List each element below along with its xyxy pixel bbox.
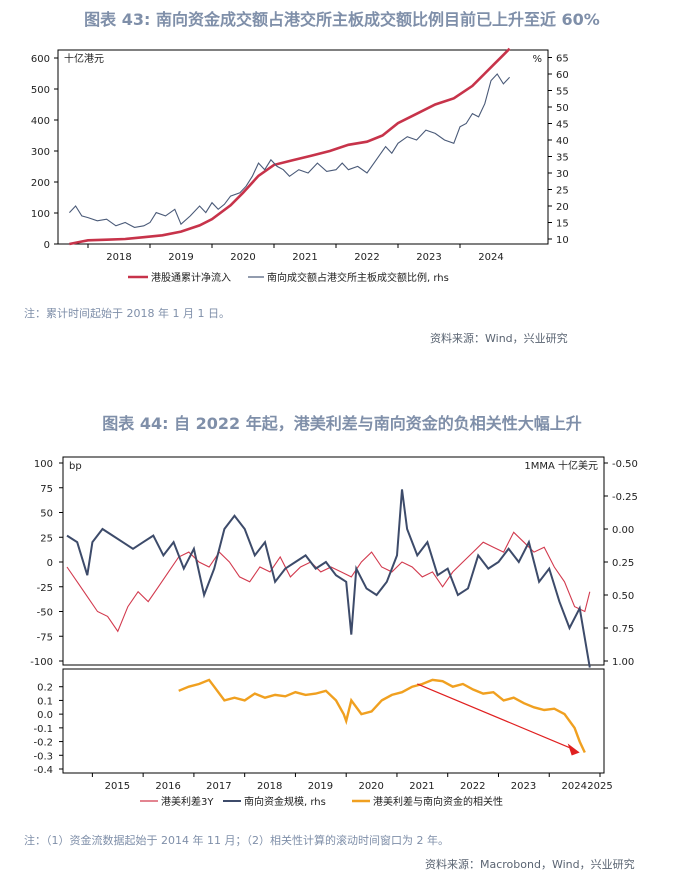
chart2-top-right-tick-label: -0.25 [612,492,638,503]
chart1-x-tick-label: 2019 [168,252,193,263]
chart2-top-left-tick-label: -75 [37,632,53,643]
chart2-top-right-tick-label: 0.25 [612,558,634,569]
chart2-legend-label-1: 南向资金规模, rhs [244,795,326,808]
chart2-series-line-0 [66,531,591,633]
chart2-bottom-frame [62,668,605,774]
chart2-x-tick-label: 2019 [308,781,333,792]
chart1-series-line-0 [69,47,511,246]
chart1-right-tick-label: 45 [556,120,569,131]
chart2-top-right-tick-label: 0.50 [612,591,634,602]
chart2-x-tick-label: 2025 [587,781,612,792]
chart1-x-tick-label: 2022 [354,252,379,263]
chart1-right-tick-label: 15 [556,219,569,230]
chart2-series-line-2 [178,678,586,754]
chart2-x-tick-label: 2020 [358,781,383,792]
chart2-bottom-tick-label: 0.0 [37,710,53,721]
chart1: 0 100 200 300 400 500 600 10 15 20 25 30 35 40 45 50 55 6… [31,47,569,284]
chart1-left-tick-label: 0 [44,240,50,251]
chart2-bottom-tick-label: -0.3 [33,751,53,762]
chart2-top-right-tick-label: 1.00 [612,657,634,668]
chart1-x-tick-label: 2020 [230,252,255,263]
chart1-left-tick-label: 400 [31,116,50,127]
chart2-x-tick-label: 2018 [257,781,282,792]
chart1-legend-label-0: 港股通累计净流入 [151,271,231,284]
chart1-right-tick-label: 30 [556,169,569,180]
chart1-left-tick-label: 200 [31,178,50,189]
chart1-right-tick-label: 10 [556,235,569,246]
chart1-right-unit: % [532,54,542,65]
chart2-x-tick-label: 2017 [206,781,231,792]
chart2-trend-arrow-line [417,683,572,750]
chart1-note: 注：累计时间起始于 2018 年 1 月 1 日。 [24,307,230,320]
chart2-top-left-tick-label: 25 [40,533,53,544]
chart2-top-left-tick-label: -25 [37,583,53,594]
chart2-top-right-tick-label: 0.75 [612,624,634,635]
chart2-title: 图表 44: 自 2022 年起，港美利差与南向资金的负相关性大幅上升 [102,414,582,433]
chart2-top-right-unit: 1MMA 十亿美元 [524,459,598,472]
chart2-x-tick-label: 2021 [409,781,434,792]
chart2-x-tick-label: 2022 [460,781,485,792]
chart2-note: 注：（1）资金流数据起始于 2014 年 11 月；（2）相关性计算的滚动时间窗… [24,834,449,847]
chart1-right-tick-label: 40 [556,136,569,147]
chart2-bottom-tick-label: -0.1 [33,724,53,735]
chart1-source: 资料来源：Wind，兴业研究 [430,332,568,345]
chart2-x-tick-label: 2015 [105,781,130,792]
chart2-top-left-tick-label: -50 [37,608,53,619]
chart2-x-tick-label: 2016 [155,781,180,792]
chart1-right-tick-label: 25 [556,186,569,197]
chart2-top-frame [62,456,605,666]
chart1-right-tick-label: 60 [556,70,569,81]
chart1-left-tick-label: 300 [31,147,50,158]
chart2-x-tick-label: 2023 [511,781,536,792]
chart1-x-tick-label: 2021 [292,252,317,263]
chart2-top-right-tick-label: 0.00 [612,525,634,536]
chart1-left-tick-label: 600 [31,54,50,65]
chart1-x-tick-label: 2023 [416,252,441,263]
chart1-x-tick-label: 2024 [478,252,503,263]
chart1-title: 图表 43: 南向资金成交额占港交所主板成交额比例目前已上升至近 60% [84,10,600,29]
chart2-source: 资料来源：Macrobond，Wind，兴业研究 [425,858,635,871]
chart1-frame [57,49,549,245]
chart2-bottom-tick-label: -0.2 [33,738,53,749]
chart2-top-left-tick-label: 0 [47,558,53,569]
chart2-legend-label-0: 港美利差3Y [161,795,214,808]
chart1-right-tick-label: 20 [556,202,569,213]
chart1-left-tick-label: 100 [31,209,50,220]
chart2-legend-label-2: 港美利差与南向资金的相关性 [373,795,503,808]
chart2-top-left-tick-label: -100 [30,657,53,668]
chart2-bottom-tick-label: 0.1 [37,696,53,707]
chart2-trend-arrow-head [567,743,580,756]
chart1-right-tick-label: 65 [556,54,569,65]
chart2-x-tick-label: 2024 [562,781,587,792]
chart1-left-tick-label: 500 [31,85,50,96]
chart2-bottom-tick-label: -0.4 [33,765,53,776]
chart2: 100 75 50 25 0 -25 -50 -75 -100 -0.50 -0.25 0.00 0.2… [30,456,638,808]
chart2-top-left-tick-label: 50 [40,509,53,520]
chart1-x-tick-label: 2018 [106,252,131,263]
chart2-top-left-unit: bp [69,461,82,472]
chart2-top-left-tick-label: 75 [40,484,53,495]
chart1-right-tick-label: 35 [556,153,569,164]
chart1-left-unit: 十亿港元 [64,52,104,65]
chart2-series-line-1 [66,489,591,668]
chart2-top-right-tick-label: -0.50 [612,459,638,470]
chart2-bottom-tick-label: 0.2 [37,683,53,694]
chart2-top-left-tick-label: 100 [34,459,53,470]
chart1-series-line-1 [68,73,511,228]
chart1-right-tick-label: 50 [556,103,569,114]
chart1-right-tick-label: 55 [556,87,569,98]
chart1-legend-label-1: 南向成交额占港交所主板成交额比例, rhs [267,271,449,284]
